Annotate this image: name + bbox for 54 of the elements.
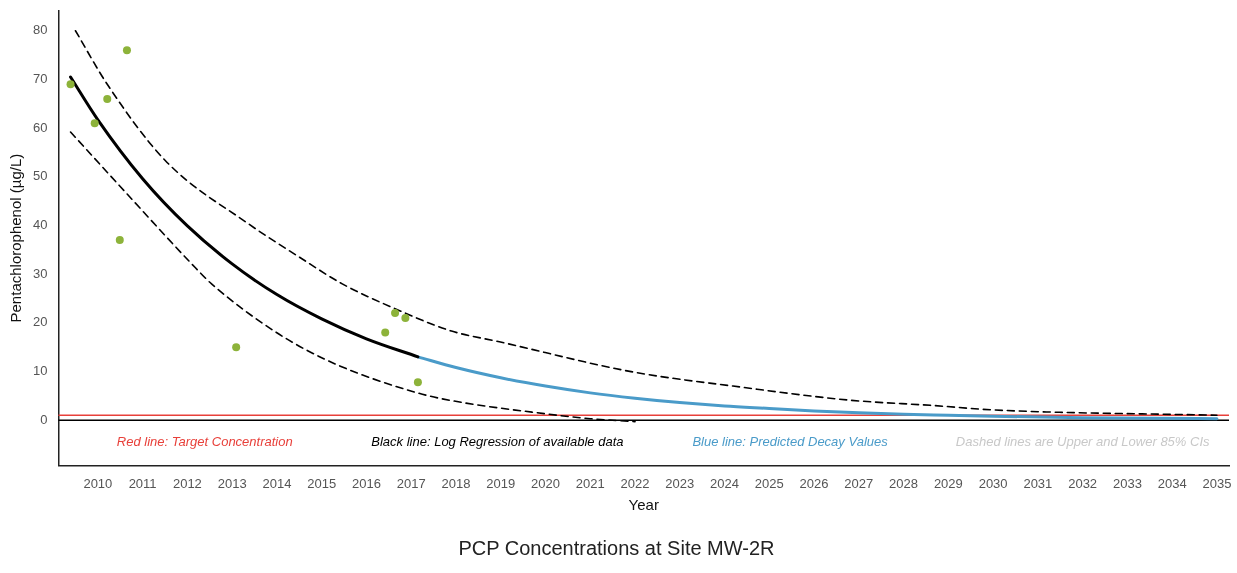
x-tick-label: 2025 [754, 475, 784, 491]
x-tick-label: 2027 [844, 475, 874, 491]
y-tick-label: 80 [32, 22, 48, 38]
x-tick-label: 2026 [799, 475, 829, 491]
point [122, 46, 131, 55]
point [103, 94, 112, 103]
x-tick-label: 2034 [1157, 475, 1187, 491]
point [232, 343, 241, 352]
point [66, 80, 75, 89]
x-tick-label: 2032 [1068, 475, 1098, 491]
x-tick-label: 2015 [307, 475, 337, 491]
y-tick-label: 70 [32, 71, 48, 87]
x-tick-label: 2022 [620, 475, 650, 491]
x-tick-label: 2024 [710, 475, 739, 491]
x-tick-label: 2033 [1112, 475, 1142, 491]
x-tick-label: 2014 [262, 475, 292, 491]
x-tick-label: 2012 [172, 475, 202, 491]
y-tick-label: 60 [32, 119, 48, 135]
y-tick-label: 30 [32, 265, 48, 281]
x-tick-label: 2016 [351, 475, 381, 491]
x-axis-title: Year [628, 496, 659, 514]
x-tick-label: 2028 [889, 475, 919, 491]
point [413, 378, 422, 387]
line-series [69, 75, 420, 359]
x-tick-label: 2011 [128, 475, 157, 491]
y-tick-label: 10 [32, 363, 48, 379]
y-tick-label: 40 [32, 217, 48, 233]
x-tick-label: 2017 [396, 475, 426, 491]
line-series [74, 29, 1218, 417]
x-tick-label: 2013 [217, 475, 247, 491]
point [401, 313, 410, 322]
y-tick-label: 20 [32, 314, 48, 330]
line-series [416, 355, 1219, 421]
x-tick-label: 2019 [486, 475, 516, 491]
point [391, 309, 400, 318]
x-tick-label: 2031 [1023, 475, 1053, 491]
point [381, 328, 390, 337]
x-tick-label: 2029 [933, 475, 963, 491]
y-tick-label: 50 [32, 168, 48, 184]
text: PCP Concentrations at Site MW-2R [458, 536, 775, 559]
x-tick-label: 2021 [575, 475, 605, 491]
point [115, 236, 124, 245]
series-label: Blue line: Predicted Decay Values [692, 434, 889, 450]
x-tick-label: 2010 [83, 475, 113, 491]
x-tick-label: 2020 [531, 475, 560, 491]
point [90, 119, 99, 128]
x-tick-label: 2023 [665, 475, 695, 491]
y-tick-label: 0 [40, 411, 48, 427]
x-tick-label: 2030 [978, 475, 1008, 491]
x-tick-label: 2035 [1202, 475, 1232, 491]
x-tick-label: 2018 [441, 475, 471, 491]
ref-line-label: Red line: Target Concentration [116, 434, 293, 450]
y-axis-title: Pentachlorophenol (µg/L) [7, 153, 25, 323]
text: Black line: Log Regression of available data [371, 434, 624, 450]
